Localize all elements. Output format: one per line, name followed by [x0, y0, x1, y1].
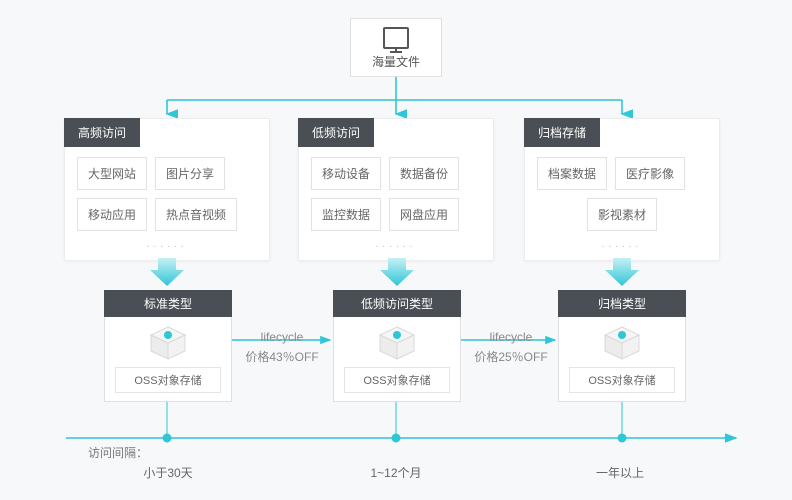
lifecycle-price: 价格25％OFF [461, 348, 561, 365]
tag: 移动应用 [77, 198, 147, 231]
flow-arrow-down-icon [380, 258, 414, 286]
source-box: 海量文件 [350, 18, 442, 77]
flow-arrow-down-icon [605, 258, 639, 286]
tag: 移动设备 [311, 157, 381, 190]
group-archive: 归档存储 档案数据 医疗影像 影视素材 ...... [524, 118, 720, 261]
storage-label: OSS对象存储 [344, 367, 450, 393]
group-header: 高频访问 [64, 118, 140, 147]
group-header: 归档存储 [524, 118, 600, 147]
storage-archive: 归档类型 OSS对象存储 [558, 290, 686, 402]
ellipsis: ...... [311, 239, 481, 250]
cube-icon [147, 325, 189, 361]
tag: 医疗影像 [615, 157, 685, 190]
storage-header: 归档类型 [558, 290, 686, 317]
cube-icon [601, 325, 643, 361]
flow-arrow-down-icon [150, 258, 184, 286]
ellipsis: ...... [77, 239, 257, 250]
tag: 大型网站 [77, 157, 147, 190]
lifecycle-label: lifecycle [232, 330, 332, 344]
tag: 数据备份 [389, 157, 459, 190]
timeline-value: 1~12个月 [336, 464, 456, 481]
storage-label: OSS对象存储 [115, 367, 221, 393]
tag: 热点音视频 [155, 198, 237, 231]
group-high-freq: 高频访问 大型网站 图片分享 移动应用 热点音视频 ...... [64, 118, 270, 261]
tag: 影视素材 [587, 198, 657, 231]
monitor-icon [383, 27, 409, 49]
cube-icon [376, 325, 418, 361]
tag: 监控数据 [311, 198, 381, 231]
ellipsis: ...... [537, 239, 707, 250]
tag: 档案数据 [537, 157, 607, 190]
lifecycle-label: lifecycle [461, 330, 561, 344]
storage-ia: 低频访问类型 OSS对象存储 [333, 290, 461, 402]
tag: 网盘应用 [389, 198, 459, 231]
source-label: 海量文件 [351, 53, 441, 70]
storage-header: 低频访问类型 [333, 290, 461, 317]
lifecycle-price: 价格43％OFF [232, 348, 332, 365]
timeline-axis-label: 访问间隔： [88, 444, 148, 461]
timeline-value: 小于30天 [108, 464, 228, 481]
group-header: 低频访问 [298, 118, 374, 147]
storage-standard: 标准类型 OSS对象存储 [104, 290, 232, 402]
group-low-freq: 低频访问 移动设备 数据备份 监控数据 网盘应用 ...... [298, 118, 494, 261]
tag: 图片分享 [155, 157, 225, 190]
timeline-value: 一年以上 [560, 464, 680, 481]
storage-header: 标准类型 [104, 290, 232, 317]
storage-label: OSS对象存储 [569, 367, 675, 393]
